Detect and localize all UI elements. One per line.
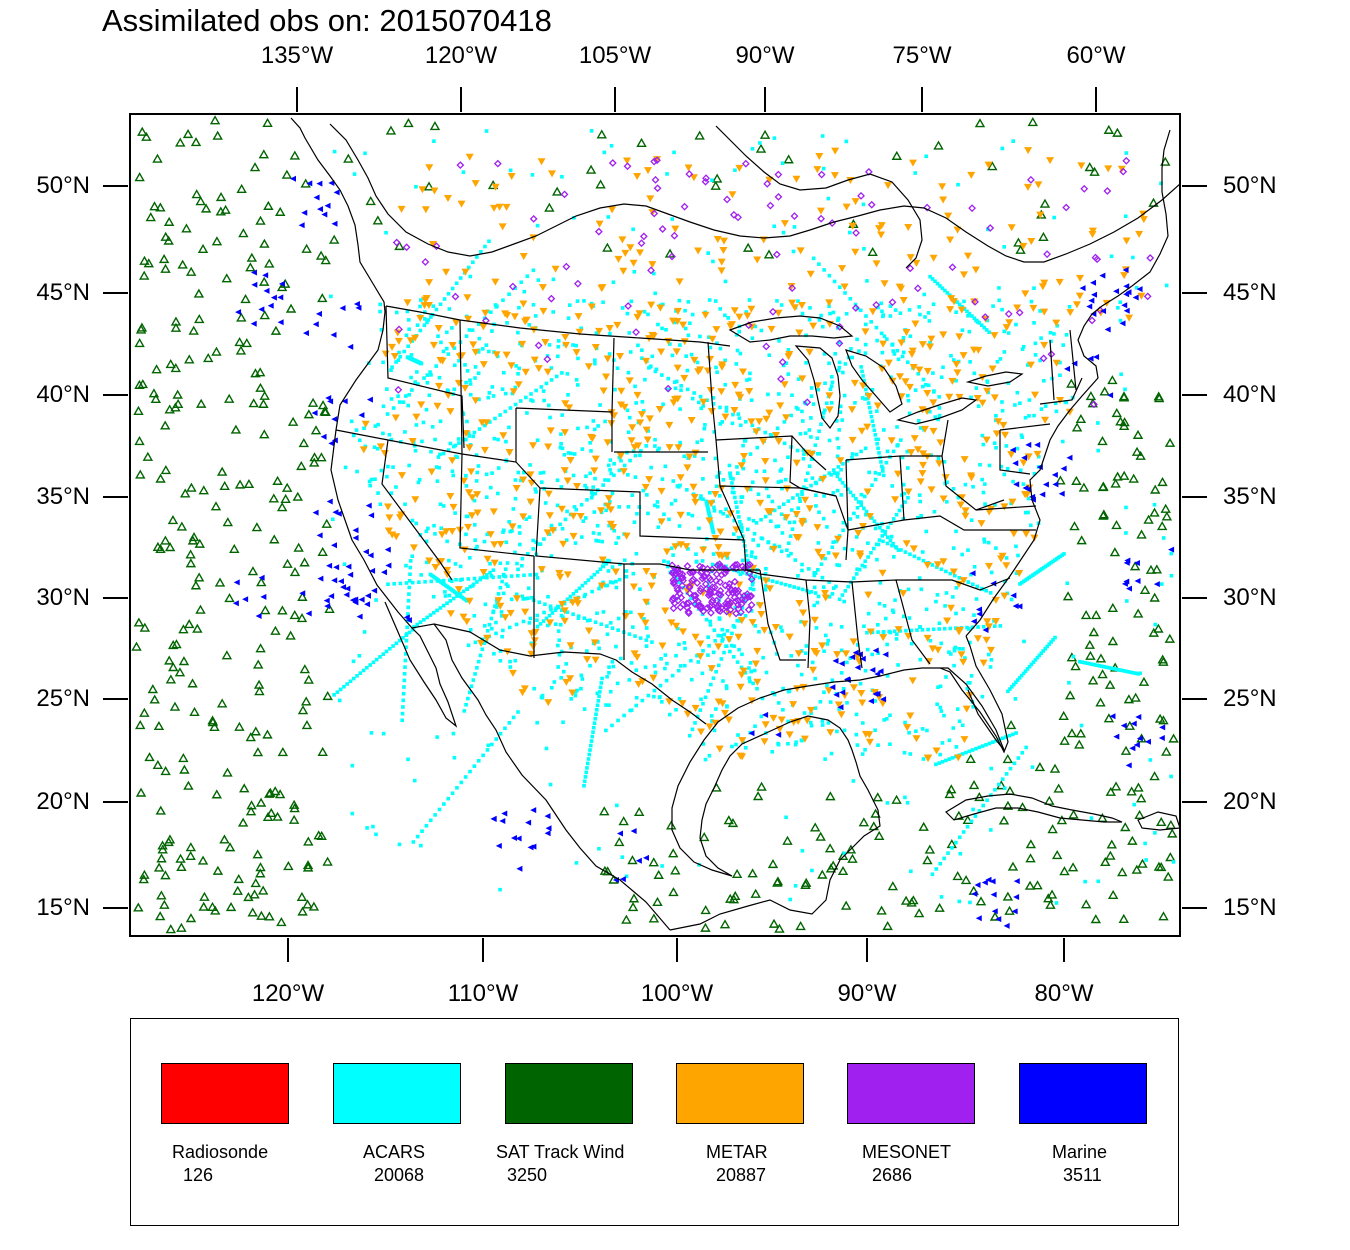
legend-swatch-sat-track-wind <box>505 1063 633 1124</box>
top-lon-label: 105°W <box>578 42 652 69</box>
legend-swatch-acars <box>333 1063 461 1124</box>
right-lat-label: 20°N <box>1223 788 1277 815</box>
top-lon-label: 75°W <box>892 42 952 69</box>
legend-label: ACARS <box>363 1142 426 1162</box>
great-lake-superior <box>728 315 854 343</box>
cuba <box>945 793 1123 823</box>
figure-title: Assimilated obs on: 2015070418 <box>102 3 552 38</box>
hudson-bay-shore <box>715 125 923 269</box>
right-lat-label: 50°N <box>1223 172 1277 199</box>
right-lat-label: 35°N <box>1223 483 1277 510</box>
left-lat-label: 20°N <box>36 788 90 815</box>
legend-label: SAT Track Wind <box>496 1142 625 1162</box>
legend-swatch-radiosonde <box>161 1063 289 1124</box>
bottom-lon-label: 100°W <box>640 980 714 1007</box>
great-lake-ontario <box>965 371 1024 387</box>
legend-count: 126 <box>183 1165 214 1185</box>
coastline-baja <box>384 601 458 728</box>
left-lat-label: 15°N <box>36 894 90 921</box>
legend-label: METAR <box>706 1142 768 1162</box>
great-lake-huron <box>845 349 903 413</box>
top-lon-label: 135°W <box>260 42 334 69</box>
coastline-gulf <box>669 667 1005 931</box>
right-lat-label: 40°N <box>1223 381 1277 408</box>
right-lat-label: 25°N <box>1223 685 1277 712</box>
bottom-lon-label: 80°W <box>1034 980 1094 1007</box>
great-lake-erie <box>895 397 978 425</box>
map-boundaries <box>290 117 1180 931</box>
right-lat-label: 15°N <box>1223 894 1277 921</box>
legend-label: Radiosonde <box>172 1142 269 1162</box>
right-lat-label: 45°N <box>1223 279 1277 306</box>
border-us-mexico <box>433 623 707 725</box>
border-us-canada <box>385 305 731 347</box>
left-lat-label: 40°N <box>36 381 90 408</box>
legend-count: 2686 <box>872 1165 913 1185</box>
coastline-atlantic <box>965 129 1171 637</box>
coastline-pacific <box>290 117 671 931</box>
legend-count: 20068 <box>374 1165 425 1185</box>
bottom-lon-label: 90°W <box>837 980 897 1007</box>
hispaniola <box>1137 811 1180 831</box>
bottom-lon-label: 110°W <box>447 980 519 1007</box>
axis-ticks <box>103 87 1207 962</box>
legend <box>130 1018 1179 1226</box>
legend-swatch-marine <box>1019 1063 1147 1124</box>
great-lake-michigan <box>794 345 841 430</box>
bottom-lon-label: 120°W <box>251 980 325 1007</box>
legend-label: MESONET <box>862 1142 952 1162</box>
coastline-florida <box>939 635 1009 754</box>
map-background <box>130 114 1180 936</box>
left-lat-label: 50°N <box>36 172 90 199</box>
map-frame <box>129 113 1181 937</box>
left-lat-label: 35°N <box>36 483 90 510</box>
observation-points <box>131 115 1179 934</box>
state-lines-east <box>789 329 1083 591</box>
state-lines-west <box>335 305 745 660</box>
legend-label: Marine <box>1052 1142 1108 1162</box>
top-lon-label: 60°W <box>1066 42 1126 69</box>
legend-swatch-metar <box>676 1063 804 1124</box>
left-lat-label: 25°N <box>36 685 90 712</box>
legend-count: 3250 <box>507 1165 548 1185</box>
top-lon-label: 120°W <box>424 42 498 69</box>
coastline-canada-north <box>329 123 1180 263</box>
left-lat-label: 45°N <box>36 279 90 306</box>
legend-count: 3511 <box>1063 1165 1102 1185</box>
legend-swatch-mesonet <box>847 1063 975 1124</box>
top-lon-label: 90°W <box>735 42 795 69</box>
legend-count: 20887 <box>716 1165 767 1185</box>
left-lat-label: 30°N <box>36 584 90 611</box>
right-lat-label: 30°N <box>1223 584 1277 611</box>
